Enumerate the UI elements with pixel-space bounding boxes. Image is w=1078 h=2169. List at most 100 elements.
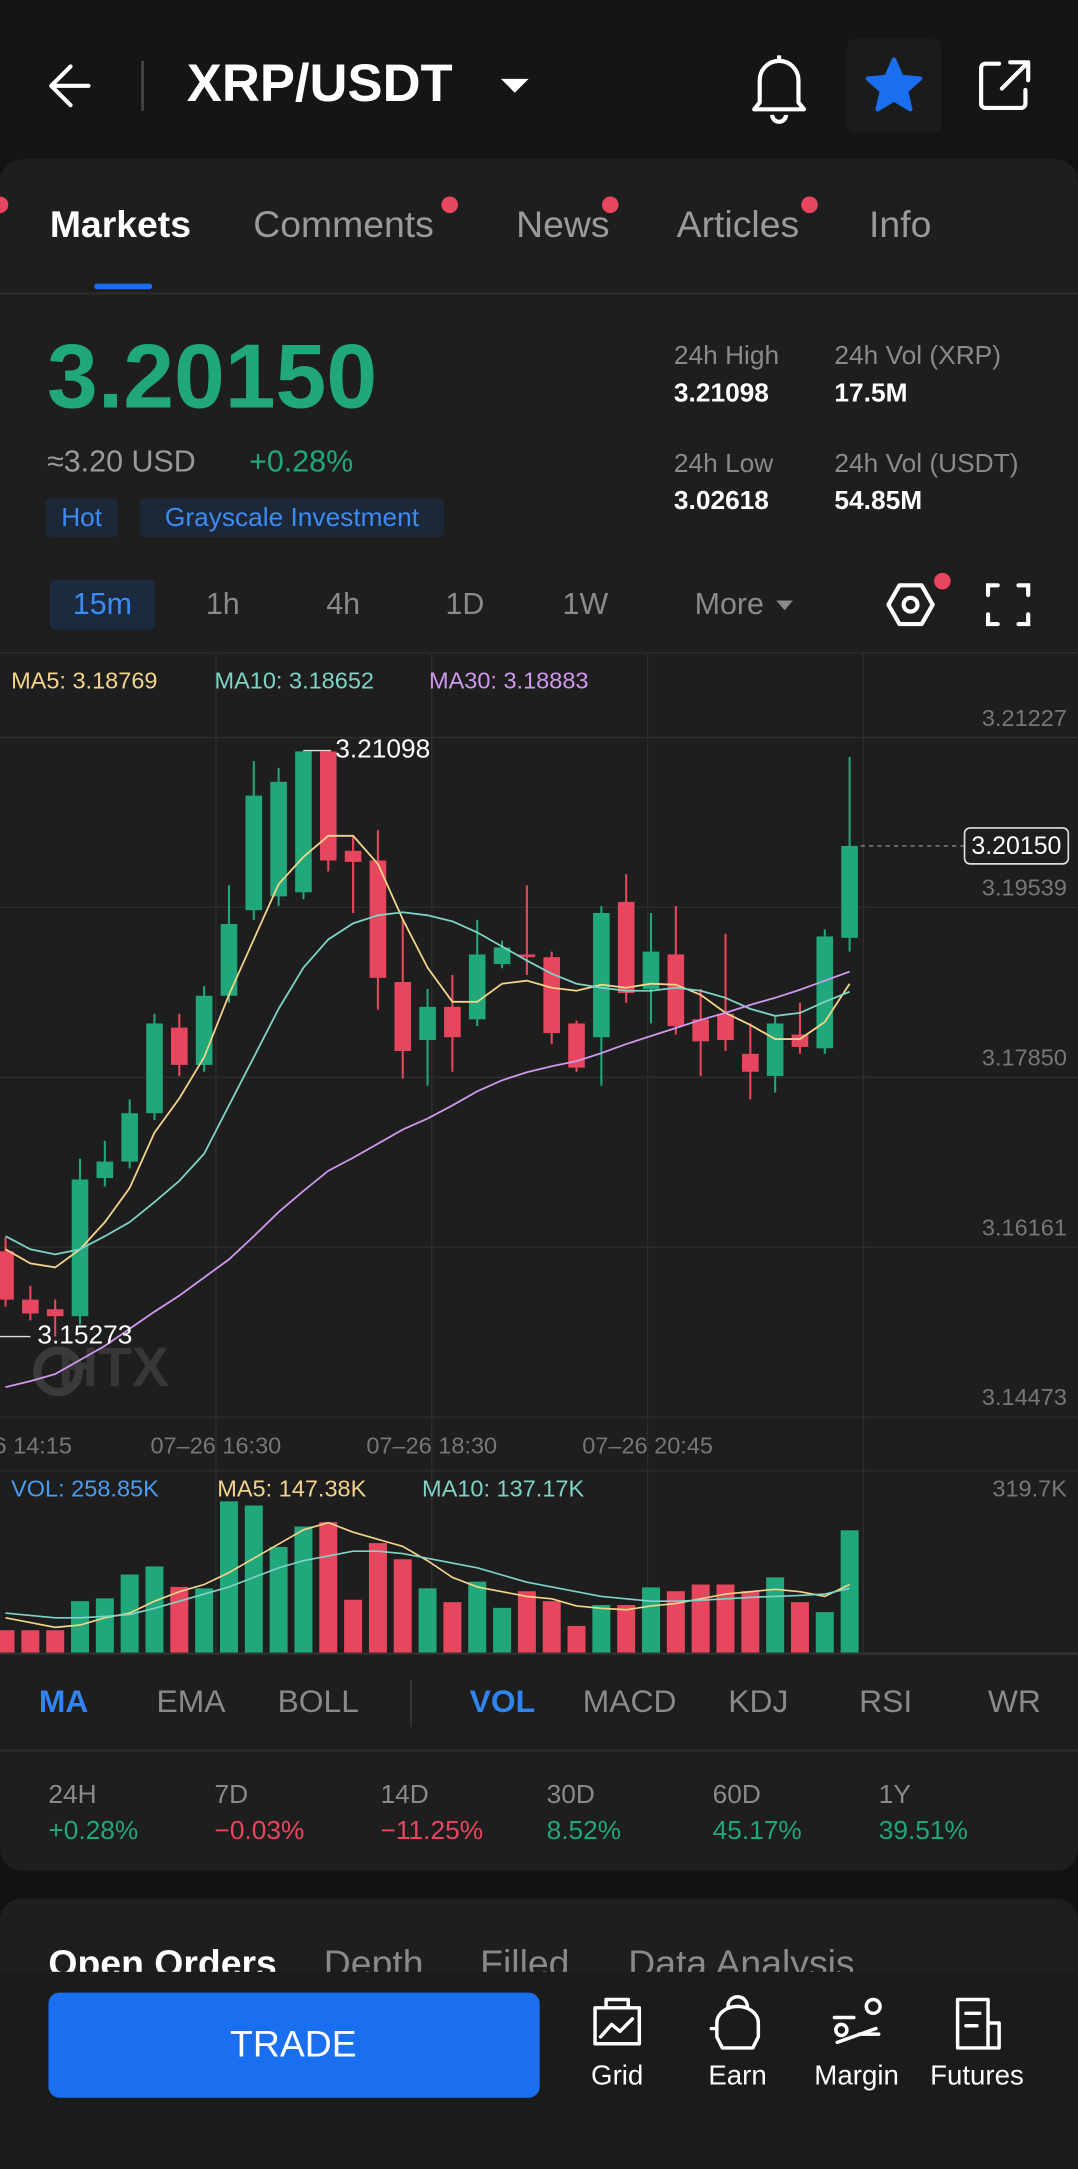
x-tick-label: 07–26 20:45 bbox=[582, 1433, 713, 1459]
tab[interactable]: Comments bbox=[253, 203, 434, 245]
candle-body bbox=[22, 1299, 39, 1314]
tab[interactable]: Articles bbox=[677, 203, 799, 245]
volume-bar bbox=[219, 1501, 238, 1654]
volume-bar bbox=[244, 1505, 263, 1654]
stat-value: 17.5M bbox=[834, 377, 907, 407]
favorite-button[interactable] bbox=[865, 57, 923, 112]
action-icons bbox=[593, 1995, 1001, 2050]
indicator-tab[interactable]: RSI bbox=[859, 1683, 912, 1719]
y-tick-label: 3.17850 bbox=[982, 1045, 1067, 1071]
trade-label[interactable]: TRADE bbox=[230, 2022, 357, 2064]
settings-button[interactable] bbox=[886, 583, 935, 627]
period-change: −11.25% bbox=[381, 1815, 484, 1845]
action-label[interactable]: Futures bbox=[930, 2059, 1024, 2090]
notification-dot bbox=[934, 572, 951, 590]
y-tick-label: 319.7K bbox=[992, 1475, 1067, 1501]
candle-body bbox=[642, 951, 660, 989]
volume-bar bbox=[493, 1607, 512, 1654]
trade-button[interactable] bbox=[48, 1992, 540, 2098]
watermark-logo bbox=[33, 1346, 84, 1397]
action-label[interactable]: Margin bbox=[814, 2059, 899, 2090]
stat-label: 24h Vol (XRP) bbox=[834, 340, 1001, 370]
ma-line bbox=[5, 911, 850, 1256]
usd-price: ≈3.20 USD bbox=[47, 445, 196, 479]
indicator-tab[interactable]: WR bbox=[988, 1683, 1041, 1719]
candle-body bbox=[394, 982, 412, 1052]
action-label[interactable]: Earn bbox=[708, 2059, 766, 2090]
volume-bar bbox=[269, 1546, 288, 1654]
fullscreen-button[interactable] bbox=[985, 583, 1031, 627]
indicator-tab[interactable]: BOLL bbox=[278, 1683, 359, 1719]
tag[interactable]: Grayscale Investment bbox=[165, 502, 420, 532]
candle-body bbox=[319, 751, 337, 861]
candle-body bbox=[518, 954, 536, 958]
bell-button[interactable] bbox=[752, 55, 807, 124]
tab[interactable]: Info bbox=[869, 203, 931, 245]
candle-body bbox=[0, 1251, 14, 1300]
candle-body bbox=[692, 1019, 709, 1042]
tab-indicator bbox=[94, 283, 153, 290]
volume-bar bbox=[21, 1630, 40, 1654]
tab[interactable]: News bbox=[516, 203, 609, 245]
x-tick-label: 07–26 18:30 bbox=[366, 1433, 497, 1459]
candle-body bbox=[717, 1013, 734, 1041]
x-tick-label: 07–26 16:30 bbox=[150, 1433, 281, 1459]
candle-body bbox=[171, 1027, 188, 1065]
candle-body bbox=[593, 912, 610, 1038]
volume-bar bbox=[617, 1604, 636, 1654]
interval[interactable]: More bbox=[695, 587, 764, 621]
interval[interactable]: 15m bbox=[73, 587, 132, 621]
action-label[interactable]: Grid bbox=[591, 2059, 643, 2090]
volume-bar bbox=[815, 1612, 834, 1654]
interval[interactable]: 1W bbox=[563, 587, 609, 621]
candle-body bbox=[96, 1161, 114, 1179]
last-price-box bbox=[963, 827, 1070, 865]
candle-body bbox=[791, 1034, 809, 1047]
volume-bar bbox=[542, 1601, 561, 1654]
tag[interactable]: Hot bbox=[61, 502, 103, 532]
period-label: 1Y bbox=[879, 1779, 911, 1809]
last-price: 3.20150 bbox=[47, 325, 377, 427]
volume-bar bbox=[666, 1591, 685, 1654]
interval[interactable]: 4h bbox=[326, 587, 360, 621]
candle-body bbox=[617, 901, 635, 994]
candle-body bbox=[543, 957, 561, 1034]
interval[interactable]: 1D bbox=[446, 587, 485, 621]
legend-entry: MA5: 3.18769 bbox=[11, 667, 157, 693]
candle-body bbox=[71, 1179, 89, 1317]
indicator-tab[interactable]: MA bbox=[39, 1683, 89, 1719]
volume-bar bbox=[145, 1566, 164, 1654]
pair-title[interactable]: XRP/USDT bbox=[187, 54, 453, 113]
stat-label: 24h Vol (USDT) bbox=[834, 448, 1018, 478]
indicator-tab[interactable]: KDJ bbox=[728, 1683, 788, 1719]
y-tick-label: 3.16161 bbox=[982, 1214, 1067, 1240]
stat-label: 24h Low bbox=[674, 448, 774, 478]
share-button[interactable] bbox=[979, 60, 1031, 111]
volume-bar bbox=[0, 1630, 15, 1654]
candle-body bbox=[444, 1006, 461, 1038]
grid-icon[interactable] bbox=[593, 1997, 642, 2046]
candle-body bbox=[195, 995, 213, 1065]
candle-body bbox=[121, 1113, 138, 1162]
pair-dropdown[interactable] bbox=[500, 78, 529, 93]
margin-icon[interactable] bbox=[832, 2015, 881, 2045]
candle-body bbox=[468, 954, 486, 1020]
interval[interactable]: 1h bbox=[206, 587, 240, 621]
indicator-tab[interactable]: MACD bbox=[583, 1683, 677, 1719]
back-button[interactable] bbox=[49, 64, 91, 108]
last-price-label: 3.20150 bbox=[971, 832, 1061, 860]
notification-dot bbox=[601, 196, 619, 214]
tab[interactable]: Markets bbox=[50, 203, 191, 245]
candle-body bbox=[369, 860, 387, 978]
y-tick-label: 3.21227 bbox=[982, 705, 1067, 731]
tag-bg bbox=[139, 498, 445, 537]
legend-entry: MA30: 3.18883 bbox=[429, 667, 589, 693]
candle-body bbox=[146, 1023, 163, 1114]
indicator-tab[interactable]: VOL bbox=[470, 1683, 535, 1719]
futures-icon[interactable] bbox=[955, 1997, 1001, 2050]
candle-body bbox=[295, 751, 312, 893]
earn-icon[interactable] bbox=[709, 1995, 761, 2050]
indicator-tab[interactable]: EMA bbox=[156, 1683, 226, 1719]
